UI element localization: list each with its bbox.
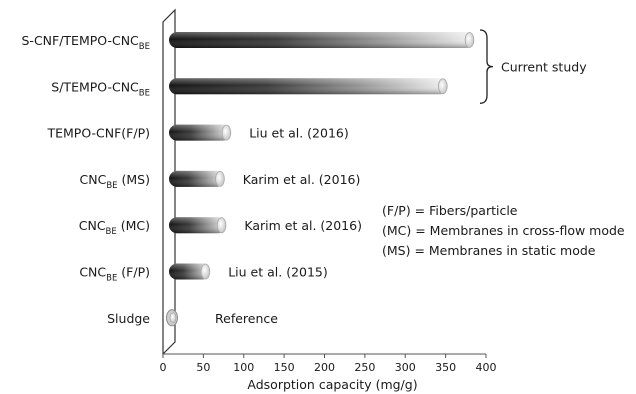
bar-reference-label: Liu et al. (2015) [228,265,328,280]
category-label: CNCBE (F/P) [79,265,150,284]
bar-shade [169,78,448,95]
x-tick-label: 300 [395,361,416,374]
current-study-label: Current study [501,60,587,75]
category-label: S-CNF/TEMPO-CNCBE [22,33,151,52]
bar [169,217,227,234]
category-label: S/TEMPO-CNCBE [51,79,150,98]
category-label: CNCBE (MS) [80,172,150,191]
x-tick-label: 200 [314,361,335,374]
category-label: CNCBE (MC) [79,218,150,237]
bar-end-cap [200,263,211,280]
x-tick-label: 400 [476,361,497,374]
bar-reference-label: Karim et al. (2016) [244,218,362,233]
x-tick-label: 50 [196,361,210,374]
notes-layer: (F/P) = Fibers/particle (MC) = Membranes … [382,203,625,258]
bar [169,170,225,187]
bar [169,263,211,280]
bar-reference-label: Reference [215,311,278,326]
bar-shade [169,170,225,187]
labels-layer: S-CNF/TEMPO-CNCBE S/TEMPO-CNCBE Liu et al.… [22,29,587,326]
x-tick-label: 150 [274,361,295,374]
abbreviation-note: (F/P) = Fibers/particle [382,203,518,218]
x-tick-label: 350 [435,361,456,374]
x-axis-title: Adsorption capacity (mg/g) [247,377,417,392]
x-tick-label: 0 [160,361,167,374]
bar-end-cap [216,217,227,234]
x-tick-label: 250 [354,361,375,374]
bars-layer [166,32,475,327]
category-label: Sludge [107,311,150,326]
bar-end-cap [438,78,448,95]
bar-end-cap [221,124,232,141]
bar [169,78,448,95]
chart-back-wall [162,8,176,356]
bar-end-cap [464,32,475,48]
bar-end-cap [215,170,225,187]
bar-shade [169,217,227,234]
bar-shade [169,263,211,280]
bar-shade [169,124,232,141]
bar-end-cap [169,312,177,324]
bar-reference-label: Liu et al. (2016) [249,126,349,141]
bar-reference-label: Karim et al. (2016) [243,172,361,187]
axis-layer: 0 50 100 150 200 250 300 350 400 Adsorption capac… [160,8,497,392]
bar-shade [169,32,475,48]
bar [169,32,475,48]
current-study-bracket [479,29,494,104]
bar [169,124,232,141]
abbreviation-note: (MS) = Membranes in static mode [382,243,596,258]
bar [166,309,178,327]
abbreviation-note: (MC) = Membranes in cross-flow mode [382,223,625,238]
category-label: TEMPO-CNF(F/P) [46,126,150,141]
x-tick-label: 100 [233,361,254,374]
